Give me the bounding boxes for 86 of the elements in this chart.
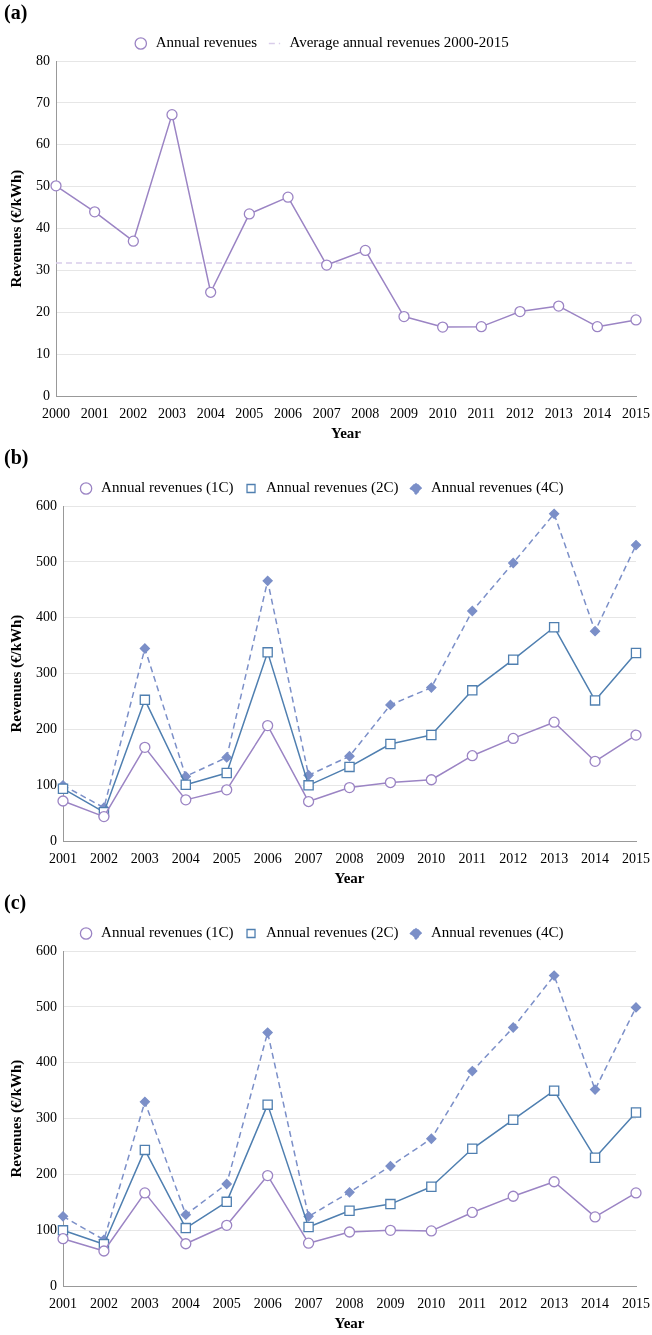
x-tick-label: 2010 [417, 851, 446, 867]
x-tick-label: 2006 [274, 406, 302, 422]
y-tick-label: 600 [36, 497, 57, 513]
x-tick-label: 2014 [581, 1296, 610, 1312]
legend-label: Average annual revenues 2000-2015 [289, 34, 509, 51]
x-tick-label: 2003 [130, 851, 159, 867]
x-tick-label: 2015 [622, 1296, 650, 1312]
legend-label: Annual revenues (4C) [430, 924, 564, 942]
chart-title: (b) [4, 446, 29, 470]
x-tick-label: 2015 [622, 406, 650, 422]
x-tick-label: 2008 [335, 851, 364, 867]
y-tick-label: 10 [36, 345, 50, 361]
x-tick-label: 2001 [49, 1296, 77, 1312]
x-tick-label: 2002 [119, 406, 148, 422]
x-tick-label: 2013 [544, 406, 573, 422]
chart-title: (a) [4, 1, 28, 25]
x-tick-label: 2010 [428, 406, 457, 422]
y-tick-label: 40 [36, 220, 50, 236]
legend-label: Annual revenues (1C) [101, 924, 234, 942]
y-tick-label: 100 [36, 1222, 57, 1238]
chart-title: (c) [4, 891, 27, 915]
x-tick-label: 2011 [458, 1296, 487, 1312]
y-tick-label: 70 [36, 94, 50, 110]
x-tick-label: 2005 [235, 406, 264, 422]
legend-label: Annual revenues (4C) [430, 479, 564, 497]
y-tick-label: 60 [36, 136, 50, 152]
x-tick-label: 2007 [294, 851, 323, 867]
x-tick-label: 2000 [42, 406, 70, 422]
y-tick-label: 80 [36, 52, 50, 68]
x-tick-label: 2011 [467, 406, 496, 422]
x-tick-label: 2002 [89, 851, 118, 867]
x-tick-label: 2005 [212, 1296, 241, 1312]
x-tick-label: 2006 [253, 1296, 282, 1312]
y-tick-label: 0 [43, 387, 50, 403]
x-tick-label: 2006 [253, 851, 282, 867]
y-tick-label: 0 [50, 832, 57, 848]
x-tick-label: 2001 [49, 851, 77, 867]
x-tick-label: 2001 [80, 406, 109, 422]
x-tick-label: 2011 [458, 851, 487, 867]
legend-label: Annual revenues (1C) [101, 479, 234, 497]
y-tick-label: 30 [36, 262, 50, 278]
y-tick-label: 20 [36, 304, 50, 320]
x-tick-label: 2012 [499, 851, 528, 867]
x-tick-label: 2013 [540, 851, 569, 867]
y-tick-label: 400 [36, 609, 57, 625]
y-tick-label: 200 [36, 1166, 57, 1182]
x-axis-title: Year [334, 1314, 365, 1331]
x-tick-label: 2007 [312, 406, 341, 422]
y-tick-label: 500 [36, 553, 57, 569]
y-axis-title: Revenues (€/kWh) [7, 614, 25, 733]
x-axis-title: Year [331, 424, 362, 441]
y-tick-label: 300 [36, 665, 57, 681]
x-tick-label: 2009 [376, 851, 405, 867]
x-tick-label: 2015 [622, 851, 650, 867]
x-tick-label: 2009 [376, 1296, 405, 1312]
legend-label: Annual revenues (2C) [266, 479, 399, 497]
x-tick-label: 2014 [581, 851, 610, 867]
y-tick-label: 200 [36, 721, 57, 737]
x-axis-title: Year [334, 869, 365, 886]
x-tick-label: 2004 [171, 1296, 200, 1312]
legend-label: Annual revenues [155, 34, 258, 51]
x-tick-label: 2009 [390, 406, 418, 422]
x-tick-label: 2008 [335, 1296, 364, 1312]
x-tick-label: 2012 [506, 406, 534, 422]
x-tick-label: 2008 [351, 406, 380, 422]
x-tick-label: 2002 [89, 1296, 118, 1312]
y-tick-label: 0 [50, 1277, 57, 1293]
x-tick-label: 2004 [196, 406, 225, 422]
y-tick-label: 50 [36, 178, 50, 194]
x-tick-label: 2013 [540, 1296, 569, 1312]
x-tick-label: 2012 [499, 1296, 528, 1312]
x-tick-label: 2010 [417, 1296, 446, 1312]
x-tick-label: 2003 [158, 406, 186, 422]
y-axis-title: Revenues (€/kWh) [7, 169, 25, 288]
x-tick-label: 2007 [294, 1296, 323, 1312]
y-tick-label: 600 [36, 942, 57, 958]
legend-label: Annual revenues (2C) [266, 924, 399, 942]
x-tick-label: 2005 [212, 851, 241, 867]
x-tick-label: 2014 [583, 406, 612, 422]
y-tick-label: 400 [36, 1054, 57, 1070]
y-tick-label: 100 [36, 777, 57, 793]
y-tick-label: 500 [36, 998, 57, 1014]
y-tick-label: 300 [36, 1110, 57, 1126]
y-axis-title: Revenues (€/kWh) [7, 1059, 25, 1178]
x-tick-label: 2004 [171, 851, 200, 867]
x-tick-label: 2003 [130, 1296, 159, 1312]
